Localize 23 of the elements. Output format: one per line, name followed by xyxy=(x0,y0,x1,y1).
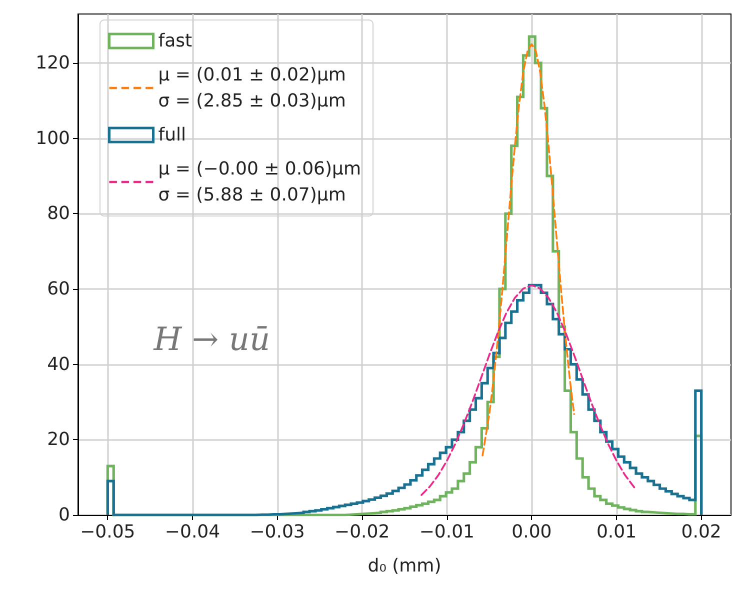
y-tick-label: 60 xyxy=(47,278,70,300)
legend-label: μ = (0.01 ± 0.02)μm σ = (2.85 ± 0.03)μm xyxy=(158,64,346,112)
y-tick-label: 120 xyxy=(36,52,70,74)
x-tick-label: −0.05 xyxy=(80,522,136,542)
legend-label: full xyxy=(158,124,186,146)
x-tick-label: −0.03 xyxy=(250,522,305,542)
line-series xyxy=(420,284,636,496)
x-tick-label: −0.04 xyxy=(164,522,220,542)
x-tick-label: −0.01 xyxy=(419,522,474,542)
line-series xyxy=(482,43,576,456)
x-tick-label: 0.00 xyxy=(512,522,552,542)
x-tick-label: 0.01 xyxy=(596,522,637,542)
annotation: H → uū xyxy=(152,320,270,358)
x-tick-label: 0.02 xyxy=(681,522,722,542)
y-tick-label: 100 xyxy=(36,128,70,149)
y-tick-label: 40 xyxy=(47,354,70,375)
x-axis-title: d₀ (mm) xyxy=(368,556,442,576)
y-tick-label: 80 xyxy=(47,203,70,224)
y-tick-label: 0 xyxy=(58,504,70,526)
legend-label: fast xyxy=(158,30,192,52)
x-tick-label: −0.02 xyxy=(334,522,390,542)
legend-label: μ = (−0.00 ± 0.06)μm σ = (5.88 ± 0.07)μm xyxy=(158,158,362,206)
y-tick-label: 20 xyxy=(47,429,70,450)
